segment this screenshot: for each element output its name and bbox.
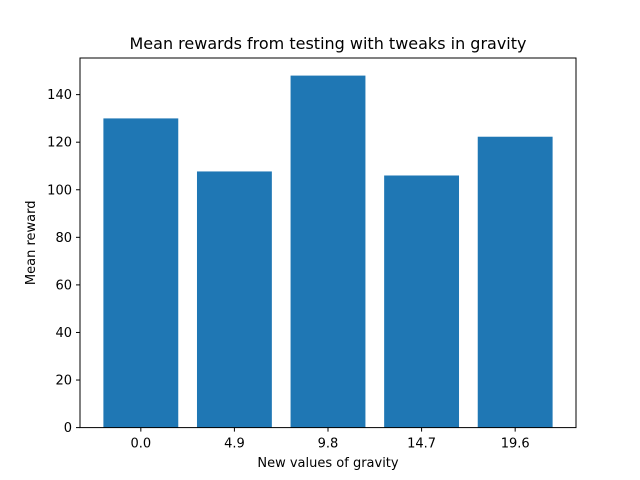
bar-19-6	[477, 136, 553, 428]
x-tick-label: 14.7	[407, 437, 436, 452]
x-axis: 0.0 4.9 9.8 14.7 19.6	[130, 427, 530, 452]
y-tick-label: 40	[55, 326, 72, 341]
x-tick-label: 19.6	[501, 437, 530, 452]
x-axis-label: New values of gravity	[257, 456, 399, 471]
bar-0-0	[103, 118, 179, 428]
y-tick-label: 120	[47, 136, 72, 151]
y-axis-label: Mean reward	[24, 201, 39, 286]
bar-9-8	[290, 75, 366, 428]
bar-14-7	[384, 175, 460, 428]
x-tick-label: 0.0	[130, 437, 151, 452]
x-tick-label: 9.8	[318, 437, 339, 452]
chart-title: Mean rewards from testing with tweaks in…	[130, 34, 527, 53]
y-tick-label: 80	[55, 231, 72, 246]
bars-group	[103, 75, 553, 428]
x-tick-label: 4.9	[224, 437, 245, 452]
y-tick-label: 60	[55, 278, 72, 293]
y-tick-label: 20	[55, 374, 72, 389]
y-tick-label: 100	[47, 183, 72, 198]
y-tick-label: 140	[47, 88, 72, 103]
y-axis: 0 20 40 60 80 100 120 140	[47, 88, 80, 436]
y-tick-label: 0	[64, 421, 72, 436]
bar-4-9	[196, 171, 272, 428]
